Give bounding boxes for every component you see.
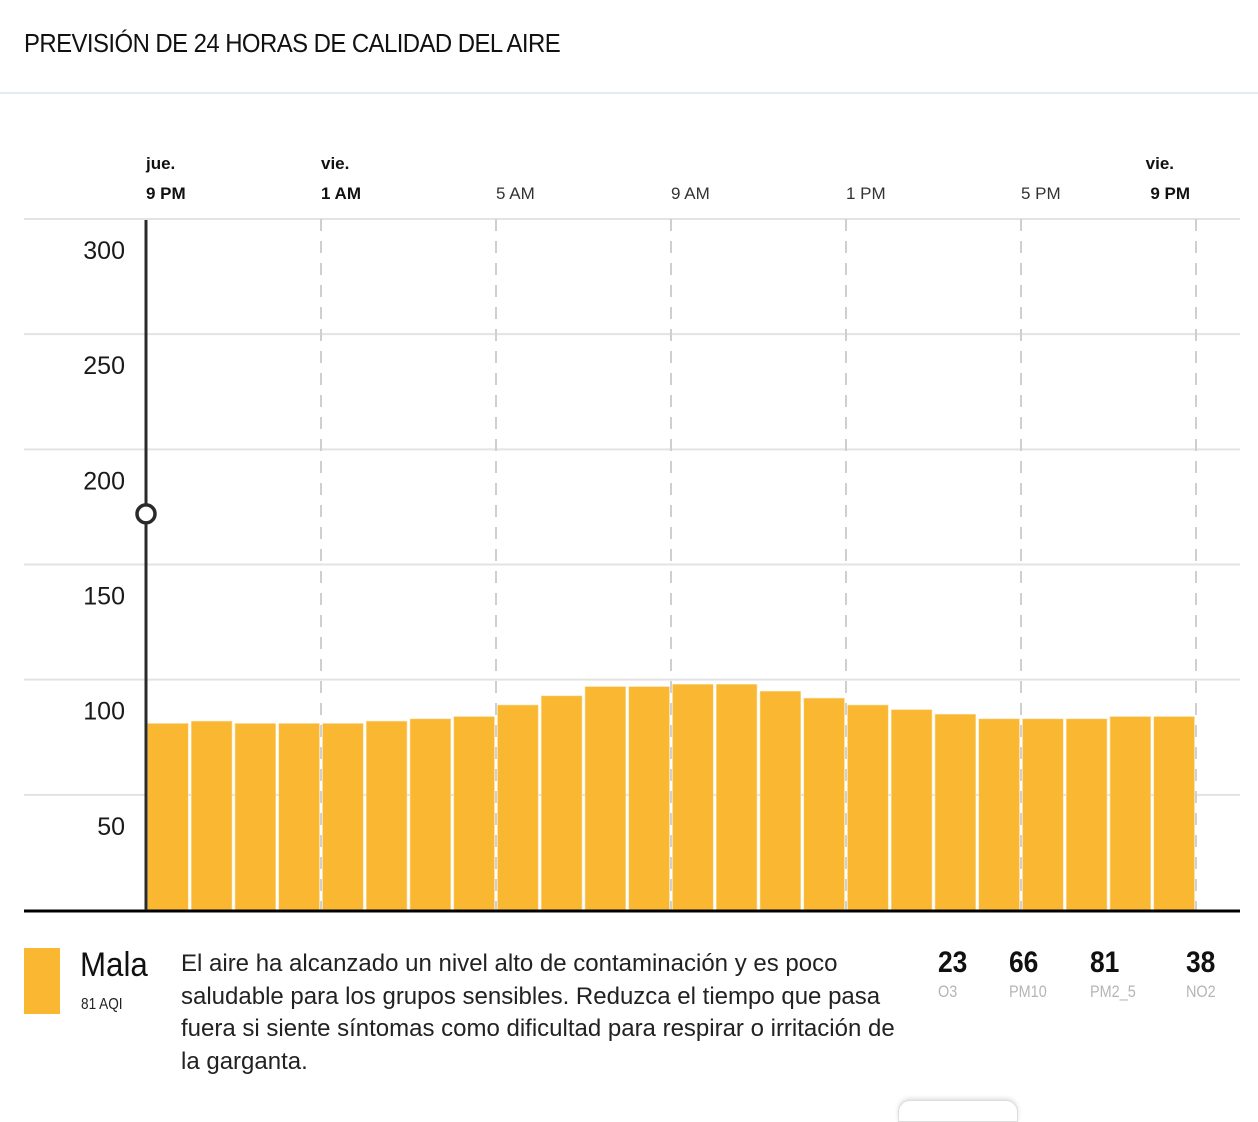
bar (847, 704, 889, 911)
bar (497, 704, 539, 911)
x-tick-day: vie. (321, 154, 349, 173)
x-tick-time: 5 PM (1021, 184, 1061, 203)
bar (453, 716, 495, 911)
aqi-level-label: Mala (80, 946, 148, 984)
axis-layer (24, 220, 1240, 913)
x-tick-time: 1 AM (321, 184, 361, 203)
pollutant-name: PM10 (1009, 982, 1047, 1001)
y-tick-label: 250 (83, 352, 125, 380)
bar (234, 723, 277, 911)
y-tick-label: 50 (97, 813, 125, 841)
aqi-description: El aire ha alcanzado un nivel alto de co… (181, 950, 895, 1075)
bar (1065, 718, 1108, 911)
pollutant-pm10: 66 PM10 (1009, 946, 1053, 1002)
pollutant-name: PM2_5 (1090, 982, 1136, 1001)
bar (584, 686, 627, 911)
bar (759, 690, 802, 911)
bar (278, 723, 320, 911)
pollutant-list: 23 O3 66 PM10 81 PM2_5 38 NO2 (914, 946, 1234, 1016)
bars-layer (147, 683, 1195, 911)
aqi-summary: Mala 81 AQI El aire ha alcanzado un nive… (24, 946, 1234, 1086)
pollutant-value: 38 (1186, 946, 1216, 979)
pollutant-value: 23 (938, 946, 968, 979)
bar (147, 723, 189, 911)
y-tick-label: 100 (83, 698, 125, 726)
x-tick-time: 9 AM (671, 184, 710, 203)
x-tick-time: 5 AM (496, 184, 535, 203)
page-title: PREVISIÓN DE 24 HORAS DE CALIDAD DEL AIR… (24, 28, 561, 58)
bar (934, 713, 977, 911)
bar (1109, 716, 1152, 911)
pollutant-pm2-5: 81 PM2_5 (1090, 946, 1144, 1002)
pollutant-name: NO2 (1186, 982, 1216, 1001)
y-tick-label: 300 (83, 237, 125, 265)
bar (803, 697, 845, 911)
x-tick-time: 9 PM (1150, 184, 1190, 203)
aqi-value: 81 AQI (81, 996, 123, 1013)
x-tick-day: jue. (145, 154, 175, 173)
pollutant-name: O3 (938, 982, 958, 1001)
bar (1153, 716, 1195, 911)
pollutant-no2: 38 NO2 (1186, 946, 1221, 1002)
x-tick-labels: jue. 9 PM vie. 1 AM 5 AM 9 AM 1 PM 5 PM vie. 9 PM (145, 154, 1190, 203)
x-tick-time: 9 PM (146, 184, 186, 203)
y-tick-label: 200 (83, 467, 125, 495)
bar (672, 683, 714, 911)
pollutant-value: 66 (1009, 946, 1039, 979)
aqi-level-swatch (24, 948, 60, 1014)
current-value-marker (135, 503, 157, 525)
bar (715, 683, 758, 911)
x-tick-time: 1 PM (846, 184, 886, 203)
vertical-gridlines (320, 219, 1197, 910)
bar (322, 723, 364, 911)
bar (409, 718, 452, 911)
bar (978, 718, 1020, 911)
bottom-panel-handle[interactable] (898, 1100, 1018, 1122)
x-tick-day: vie. (1146, 154, 1174, 173)
bar (628, 686, 670, 911)
aqi-forecast-chart: 50 100 150 200 250 300 jue. 9 PM vie. 1 AM 5 AM 9 … (24, 154, 1240, 913)
bar (890, 709, 933, 911)
pollutant-o3: 23 O3 (938, 946, 971, 1002)
pollutant-value: 81 (1090, 946, 1120, 979)
bar (365, 720, 408, 911)
bar (540, 695, 583, 911)
bar (190, 720, 233, 911)
y-tick-label: 150 (83, 583, 125, 611)
y-tick-labels: 50 100 150 200 250 300 (83, 237, 125, 841)
header: PREVISIÓN DE 24 HORAS DE CALIDAD DEL AIR… (0, 0, 1258, 94)
bar (1022, 718, 1064, 911)
